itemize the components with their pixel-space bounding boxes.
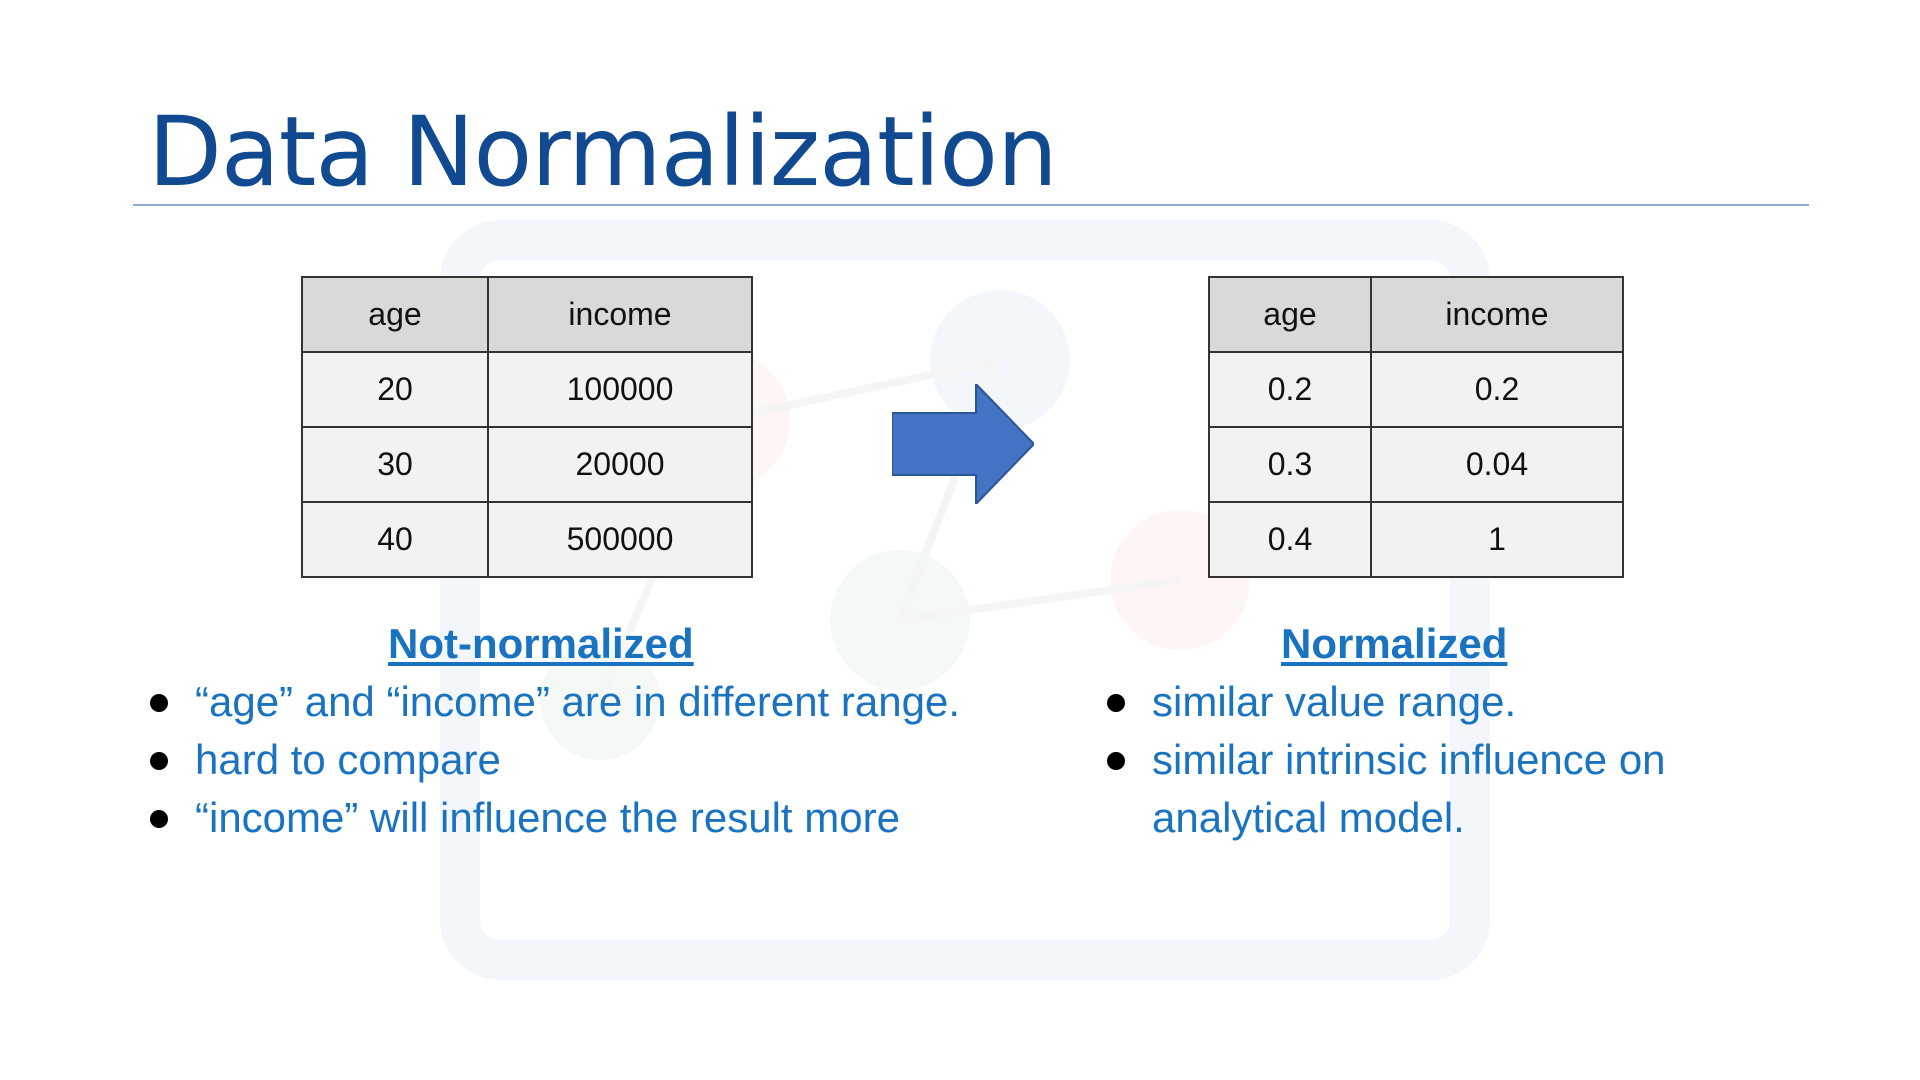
not-normalized-heading: Not-normalized: [388, 620, 694, 667]
list-item-text: “age” and “income” are in different rang…: [195, 678, 960, 725]
table-cell-age: 0.4: [1208, 501, 1372, 578]
list-item: “age” and “income” are in different rang…: [150, 673, 970, 731]
list-item-text: hard to compare: [195, 736, 501, 783]
list-item-text: “income” will influence the result more: [195, 794, 900, 841]
column-header-age: age: [301, 276, 489, 353]
list-item-text: similar value range.: [1152, 678, 1517, 725]
column-header-income: income: [1370, 276, 1624, 353]
table-row: 0.4 1: [1208, 501, 1624, 578]
list-item-text: similar intrinsic influence on analytica…: [1152, 736, 1666, 841]
bullet-dot-icon: [150, 810, 168, 828]
list-item: similar intrinsic influence on analytica…: [1107, 731, 1747, 847]
column-header-income: income: [487, 276, 753, 353]
table-cell-income: 1: [1370, 501, 1624, 578]
list-item: similar value range.: [1107, 673, 1747, 731]
page-title: Data Normalization: [148, 96, 1058, 208]
bullet-dot-icon: [150, 694, 168, 712]
table-cell-age: 40: [301, 501, 489, 578]
table-row: 0.3 0.04: [1208, 426, 1624, 503]
list-item: hard to compare: [150, 731, 970, 789]
table-cell-income: 0.2: [1370, 351, 1624, 428]
not-normalized-bullets: “age” and “income” are in different rang…: [150, 673, 970, 847]
bullet-dot-icon: [1107, 694, 1125, 712]
table-cell-income: 0.04: [1370, 426, 1624, 503]
table-cell-age: 20: [301, 351, 489, 428]
table-row: 0.2 0.2: [1208, 351, 1624, 428]
list-item: “income” will influence the result more: [150, 789, 970, 847]
bullet-dot-icon: [1107, 752, 1125, 770]
table-cell-age: 30: [301, 426, 489, 503]
table-header-row: age income: [301, 276, 753, 353]
table-row: 30 20000: [301, 426, 753, 503]
table-cell-income: 500000: [487, 501, 753, 578]
table-row: 20 100000: [301, 351, 753, 428]
not-normalized-table: age income 20 100000 30 20000 40 500000: [301, 276, 753, 578]
normalized-heading: Normalized: [1281, 620, 1508, 667]
column-header-age: age: [1208, 276, 1372, 353]
table-cell-age: 0.3: [1208, 426, 1372, 503]
normalized-table: age income 0.2 0.2 0.3 0.04 0.4 1: [1208, 276, 1624, 578]
table-header-row: age income: [1208, 276, 1624, 353]
normalized-bullets: similar value range. similar intrinsic i…: [1107, 673, 1747, 847]
bullet-dot-icon: [150, 752, 168, 770]
table-cell-income: 100000: [487, 351, 753, 428]
table-cell-age: 0.2: [1208, 351, 1372, 428]
title-divider: [133, 204, 1809, 206]
table-cell-income: 20000: [487, 426, 753, 503]
table-row: 40 500000: [301, 501, 753, 578]
right-arrow-icon: [892, 384, 1034, 504]
watermark-graphic: [440, 220, 1490, 980]
